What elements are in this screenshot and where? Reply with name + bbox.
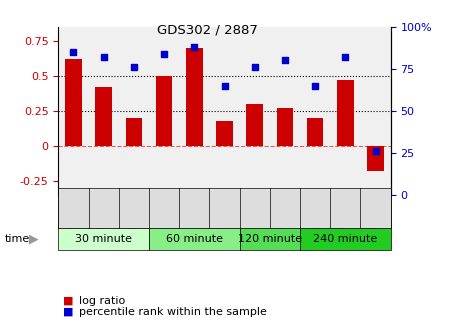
Point	[221, 83, 228, 88]
Bar	[216, 121, 233, 146]
Text: ■: ■	[63, 307, 73, 317]
Text: ▶: ▶	[29, 233, 39, 246]
Text: 60 minute: 60 minute	[166, 235, 223, 244]
Bar	[367, 146, 384, 171]
Point	[100, 54, 107, 60]
Bar	[277, 108, 293, 146]
Bar	[247, 104, 263, 146]
Point	[70, 49, 77, 55]
Point	[282, 58, 289, 63]
Bar	[337, 80, 354, 146]
Point	[251, 65, 258, 70]
Bar	[95, 87, 112, 146]
Bar	[186, 48, 202, 146]
Point	[372, 149, 379, 154]
Point	[160, 51, 167, 56]
Bar	[65, 59, 82, 146]
Bar	[156, 76, 172, 146]
Text: ■: ■	[63, 296, 73, 306]
Text: 30 minute: 30 minute	[75, 235, 132, 244]
Point	[342, 54, 349, 60]
Bar	[126, 118, 142, 146]
Text: time: time	[4, 235, 30, 244]
Point	[191, 44, 198, 50]
Text: GDS302 / 2887: GDS302 / 2887	[157, 24, 258, 37]
Point	[312, 83, 319, 88]
Point	[130, 65, 137, 70]
Text: percentile rank within the sample: percentile rank within the sample	[79, 307, 266, 317]
Text: 120 minute: 120 minute	[238, 235, 302, 244]
Text: log ratio: log ratio	[79, 296, 125, 306]
Bar	[307, 118, 323, 146]
Text: 240 minute: 240 minute	[313, 235, 378, 244]
